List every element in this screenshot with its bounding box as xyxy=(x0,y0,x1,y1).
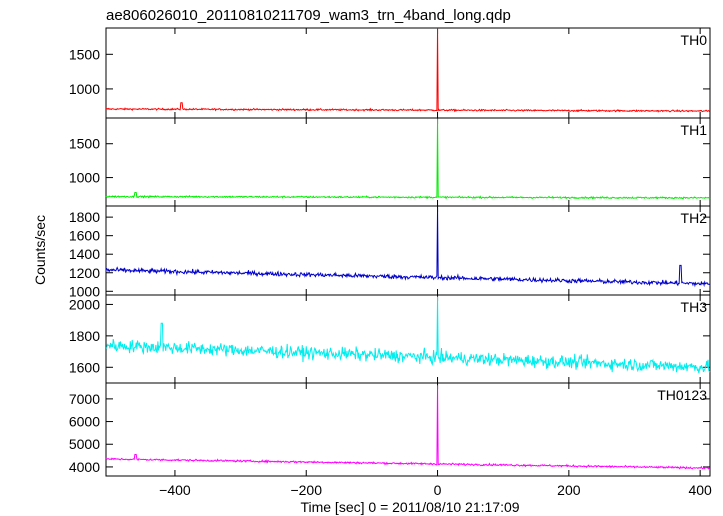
panel-name-label: TH1 xyxy=(681,122,708,138)
panel-th1: 1000 1500 TH1 xyxy=(69,117,711,207)
panel-frame xyxy=(105,294,711,384)
panel-name-label: TH0 xyxy=(681,32,708,48)
panel-frame xyxy=(105,117,711,207)
panels-group: 1000 1500 TH0 1000 1500 TH1 1000 1200 1400 1600 18… xyxy=(69,27,712,498)
y-tick-label: 5000 xyxy=(69,436,100,452)
series-line-th1 xyxy=(105,118,711,200)
series-line-th3 xyxy=(105,296,711,374)
y-tick-label: 1500 xyxy=(69,136,100,152)
y-tick-label: 1400 xyxy=(69,246,100,262)
panel-name-label: TH2 xyxy=(681,210,708,226)
panel-name-label: TH3 xyxy=(681,299,708,315)
panel-th0: 1000 1500 TH0 xyxy=(69,27,711,119)
panel-frame xyxy=(105,382,711,477)
x-tick-label: −400 xyxy=(159,482,191,498)
y-tick-label: 2000 xyxy=(69,296,100,312)
x-axis-label: Time [sec] 0 = 2011/08/10 21:17:09 xyxy=(300,499,519,515)
panel-frame xyxy=(105,27,711,119)
y-tick-label: 4000 xyxy=(69,459,100,475)
y-tick-label: 1000 xyxy=(69,283,100,299)
y-tick-label: 1500 xyxy=(69,46,100,62)
panel-th3: 1600 1800 2000 TH3 xyxy=(69,294,711,384)
y-tick-label: 1000 xyxy=(69,170,100,186)
y-tick-label: 1800 xyxy=(69,328,100,344)
series-line-th0123 xyxy=(105,385,711,470)
y-tick-label: 1600 xyxy=(69,228,100,244)
x-tick-label: 400 xyxy=(688,482,712,498)
y-tick-label: 1000 xyxy=(69,81,100,97)
y-tick-label: 6000 xyxy=(69,414,100,430)
x-tick-label: −200 xyxy=(290,482,322,498)
series-line-th2 xyxy=(105,207,711,288)
y-tick-label: 1200 xyxy=(69,265,100,281)
x-tick-label: 0 xyxy=(434,482,442,498)
panel-th2: 1000 1200 1400 1600 1800 TH2 xyxy=(69,205,711,299)
chart-title: ae806026010_20110810211709_wam3_trn_4ban… xyxy=(106,7,511,24)
y-tick-label: 7000 xyxy=(69,391,100,407)
y-tick-label: 1600 xyxy=(69,359,100,375)
x-tick-label: 200 xyxy=(557,482,581,498)
y-tick-label: 1800 xyxy=(69,209,100,225)
series-line-th0 xyxy=(105,27,711,113)
panel-th0123: 4000 5000 6000 7000 TH0123 xyxy=(69,382,711,477)
y-axis-label: Counts/sec xyxy=(32,215,48,285)
panel-name-label: TH0123 xyxy=(657,387,707,403)
